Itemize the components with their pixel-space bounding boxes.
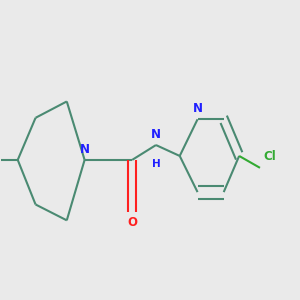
- Text: N: N: [193, 102, 202, 115]
- Text: O: O: [127, 216, 137, 229]
- Text: N: N: [80, 143, 90, 156]
- Text: N: N: [151, 128, 161, 141]
- Text: H: H: [152, 159, 160, 169]
- Text: Cl: Cl: [263, 150, 276, 163]
